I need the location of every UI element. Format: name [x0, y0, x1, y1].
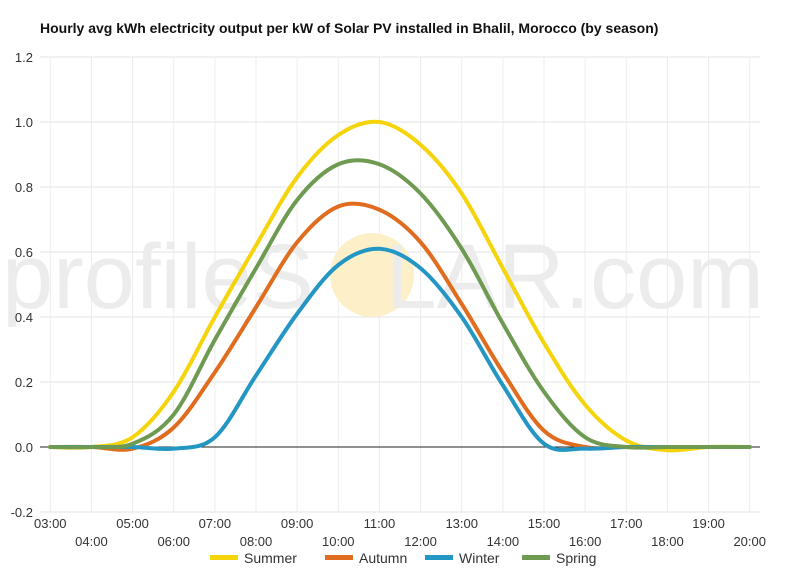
- x-tick-label: 03:00: [34, 516, 67, 531]
- series-line-spring: [48, 158, 752, 450]
- watermark-sun-icon: [330, 233, 414, 317]
- x-tick-label: 20:00: [733, 534, 766, 549]
- series-lines: [48, 119, 752, 453]
- x-tick-label: 05:00: [116, 516, 149, 531]
- x-tick-label: 16:00: [569, 534, 602, 549]
- legend-swatch-winter: [425, 555, 453, 560]
- chart-title: Hourly avg kWh electricity output per kW…: [40, 20, 658, 36]
- legend-label-winter: Winter: [459, 550, 500, 566]
- x-axis: 03:00 05:00 07:00 09:00 11:00 13:00 15:00 17:00…: [34, 516, 766, 549]
- x-tick-label: 18:00: [651, 534, 684, 549]
- x-tick-label: 11:00: [364, 516, 396, 531]
- x-tick-label: 07:00: [199, 516, 232, 531]
- x-tick-label: 13:00: [445, 516, 478, 531]
- x-tick-label: 06:00: [157, 534, 190, 549]
- x-tick-label: 09:00: [281, 516, 314, 531]
- x-tick-label: 17:00: [610, 516, 643, 531]
- legend-swatch-autumn: [325, 555, 353, 560]
- x-tick-label: 15:00: [528, 516, 561, 531]
- x-tick-label: 04:00: [75, 534, 108, 549]
- legend-swatch-summer: [210, 555, 238, 560]
- watermark: profileSOLAR.com: [2, 226, 764, 328]
- y-tick-label: 0.2: [15, 375, 33, 390]
- y-tick-label: 0.0: [15, 440, 33, 455]
- x-tick-label: 10:00: [322, 534, 355, 549]
- legend-swatch-spring: [522, 555, 550, 560]
- series-line-summer: [48, 119, 752, 453]
- y-tick-label: -0.2: [11, 505, 33, 520]
- y-tick-label: 1.0: [15, 115, 33, 130]
- legend-label-spring: Spring: [556, 550, 596, 566]
- y-tick-label: 0.8: [15, 180, 33, 195]
- y-axis: -0.2 0.0 0.2 0.4 0.6 0.8 1.0 1.2: [11, 50, 33, 520]
- legend-label-autumn: Autumn: [359, 550, 407, 566]
- legend-label-summer: Summer: [244, 550, 297, 566]
- x-tick-label: 14:00: [487, 534, 520, 549]
- y-tick-label: 1.2: [15, 50, 33, 65]
- x-tick-label: 08:00: [240, 534, 273, 549]
- x-tick-label: 19:00: [692, 516, 725, 531]
- y-tick-label: 0.4: [15, 310, 33, 325]
- x-tick-label: 12:00: [404, 534, 437, 549]
- watermark-text: profileSOLAR.com: [2, 226, 764, 328]
- legend: Summer Autumn Winter Spring: [210, 550, 596, 566]
- y-tick-label: 0.6: [15, 245, 33, 260]
